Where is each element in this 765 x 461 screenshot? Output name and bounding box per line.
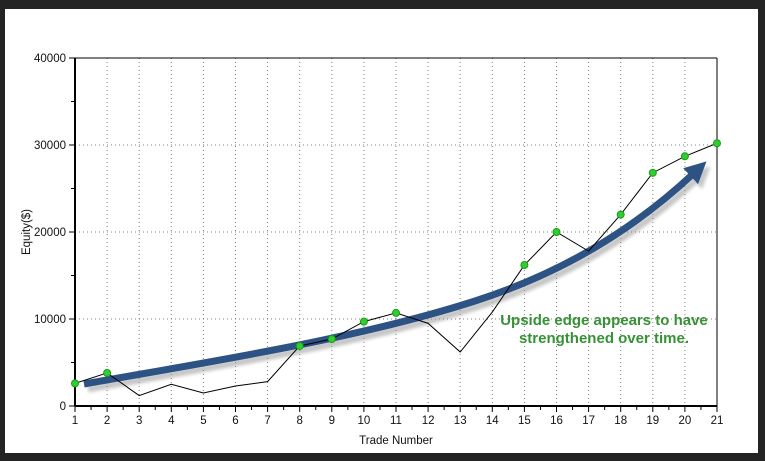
x-tick-label: 6 (232, 415, 238, 427)
y-tick-label: 0 (60, 401, 66, 413)
new-high-dot (552, 228, 561, 236)
new-high-markers (71, 139, 721, 388)
y-axis-title: Equity($) (21, 209, 33, 255)
y-tick-label: 20000 (34, 227, 66, 239)
y-tick-label: 30000 (34, 140, 66, 152)
x-tick-label: 20 (679, 415, 692, 427)
x-tick-label: 7 (264, 415, 270, 427)
new-high-dot (616, 210, 625, 219)
x-tick-label: 17 (582, 415, 595, 427)
new-high-dot (71, 379, 79, 388)
new-high-dot (392, 308, 400, 317)
y-tick-label: 40000 (34, 53, 66, 65)
x-tick-label: 14 (486, 415, 499, 427)
x-tick-label: 15 (518, 415, 531, 427)
x-tick-label: 10 (358, 415, 371, 427)
y-tick-label: 10000 (34, 314, 66, 326)
x-tick-label: 21 (711, 415, 724, 427)
x-tick-label: 3 (136, 415, 142, 427)
trend-arrow-body (83, 161, 707, 388)
new-high-dot (680, 152, 689, 161)
x-tick-label: 9 (329, 415, 335, 427)
x-tick-label: 12 (422, 415, 435, 427)
x-tick-label: 8 (296, 415, 302, 427)
x-tick-label: 18 (614, 415, 627, 427)
trend-arrow (83, 161, 711, 393)
axis-ticks (69, 57, 718, 412)
x-tick-label: 13 (454, 415, 467, 427)
new-high-dot (713, 139, 721, 148)
annotation-line-1: Upside edge appears to have (500, 312, 708, 329)
x-tick-label: 19 (646, 415, 659, 427)
x-tick-label: 2 (104, 415, 110, 427)
x-tick-label: 16 (550, 415, 563, 427)
new-high-dot (648, 168, 657, 177)
y-tick-labels: 0 10000 20000 30000 40000 (34, 53, 66, 413)
x-tick-label: 4 (168, 415, 175, 427)
new-high-dot (295, 341, 304, 350)
new-high-dot (103, 368, 112, 377)
new-high-dot (327, 335, 336, 344)
new-high-dot (359, 317, 368, 326)
x-tick-label: 5 (200, 415, 206, 427)
trend-arrow-shadow (87, 166, 711, 393)
x-tick-label: 11 (390, 415, 402, 427)
x-tick-labels: 1 2 3 4 5 6 7 8 9 10 11 12 13 14 15 16 17 18 19 20 21 (72, 415, 724, 427)
annotation-line-2: strengthened over time. (519, 330, 689, 347)
x-axis-title: Trade Number (359, 435, 433, 447)
x-tick-label: 1 (72, 415, 78, 427)
new-high-dot (520, 261, 529, 270)
